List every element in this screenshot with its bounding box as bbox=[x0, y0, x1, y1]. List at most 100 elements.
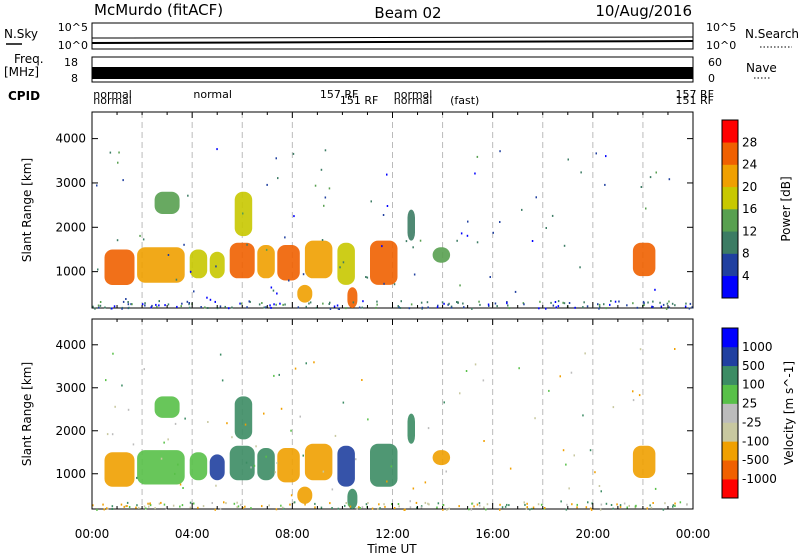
speckle bbox=[566, 503, 568, 506]
colorbar-swatch bbox=[722, 384, 738, 404]
speckle bbox=[244, 423, 247, 426]
noise-right-tick-bottom: 10^0 bbox=[706, 39, 736, 52]
speckle bbox=[122, 300, 125, 303]
speckle bbox=[428, 503, 430, 506]
speckle bbox=[342, 401, 345, 404]
speckle bbox=[121, 384, 123, 387]
speckle bbox=[107, 507, 109, 510]
speckle bbox=[531, 507, 533, 510]
data-region bbox=[277, 448, 300, 483]
speckle bbox=[568, 302, 571, 304]
speckle bbox=[665, 307, 668, 310]
speckle bbox=[583, 301, 585, 304]
speckle bbox=[147, 502, 149, 505]
speckle bbox=[379, 507, 381, 510]
speckle bbox=[465, 370, 468, 372]
speckle bbox=[315, 306, 318, 309]
speckle bbox=[106, 433, 109, 436]
speckle bbox=[255, 445, 257, 448]
speckle bbox=[342, 261, 345, 264]
speckle bbox=[409, 506, 412, 509]
nave-right-tick-bottom: 0 bbox=[708, 72, 715, 85]
colorbar-frame bbox=[721, 119, 739, 299]
speckle bbox=[144, 302, 146, 305]
data-region bbox=[407, 413, 415, 444]
station-title: McMurdo (fitACF) bbox=[94, 1, 223, 19]
speckle bbox=[275, 303, 277, 306]
speckle bbox=[111, 307, 113, 310]
speckle bbox=[479, 504, 481, 507]
speckle bbox=[97, 304, 100, 307]
speckle bbox=[214, 508, 216, 511]
speckle bbox=[163, 441, 165, 444]
speckle bbox=[403, 508, 405, 511]
speckle bbox=[283, 507, 285, 510]
colorbar-swatch bbox=[722, 275, 738, 299]
speckle bbox=[381, 245, 383, 248]
speckle bbox=[329, 307, 332, 310]
speckle bbox=[671, 302, 674, 305]
speckle bbox=[672, 505, 674, 508]
speckle bbox=[619, 505, 622, 508]
speckle bbox=[638, 394, 641, 397]
speckle bbox=[462, 302, 464, 305]
speckle bbox=[576, 506, 578, 509]
y-tick-label: 2000 bbox=[55, 220, 86, 234]
speckle bbox=[446, 508, 448, 511]
y-tick-label: 2000 bbox=[55, 424, 86, 438]
speckle bbox=[398, 505, 400, 508]
speckle bbox=[386, 173, 388, 176]
speckle bbox=[463, 306, 465, 309]
speckle bbox=[555, 306, 557, 309]
speckle bbox=[278, 373, 280, 376]
speckle bbox=[308, 302, 310, 305]
speckle bbox=[365, 503, 368, 506]
colorbar-swatch bbox=[722, 209, 738, 232]
speckle bbox=[122, 179, 124, 182]
speckle bbox=[244, 505, 246, 508]
speckle bbox=[686, 503, 688, 506]
speckle bbox=[579, 266, 581, 269]
speckle bbox=[160, 501, 162, 504]
speckle bbox=[175, 278, 178, 281]
speckle bbox=[386, 480, 388, 483]
speckle bbox=[226, 422, 228, 425]
data-region bbox=[189, 452, 208, 481]
speckle bbox=[138, 506, 140, 509]
speckle bbox=[333, 305, 336, 308]
speckle bbox=[654, 288, 656, 291]
speckle bbox=[142, 238, 145, 241]
speckle bbox=[99, 304, 102, 307]
speckle bbox=[239, 302, 241, 305]
data-region bbox=[209, 251, 225, 279]
speckle bbox=[424, 501, 427, 504]
speckle bbox=[437, 304, 439, 307]
speckle bbox=[92, 305, 94, 308]
speckle bbox=[123, 505, 125, 508]
speckle bbox=[506, 302, 508, 305]
speckle bbox=[486, 503, 489, 506]
speckle bbox=[506, 301, 508, 303]
speckle bbox=[167, 438, 169, 441]
cpid-row1-3: normal bbox=[394, 88, 433, 101]
speckle bbox=[263, 412, 265, 415]
speckle bbox=[610, 300, 612, 302]
speckle bbox=[436, 306, 439, 309]
speckle bbox=[111, 508, 113, 510]
speckle bbox=[382, 214, 385, 216]
speckle bbox=[314, 506, 316, 509]
speckle bbox=[302, 454, 304, 457]
y-axis-label: Slant Range [km] bbox=[20, 158, 34, 262]
colorbar-tick-label: 500 bbox=[742, 359, 765, 373]
speckle bbox=[219, 305, 222, 308]
speckle bbox=[499, 503, 501, 506]
speckle bbox=[537, 503, 540, 506]
speckle bbox=[589, 449, 592, 452]
freq-label-1: Freq. bbox=[14, 52, 44, 66]
speckle bbox=[349, 505, 352, 508]
speckle bbox=[240, 302, 243, 305]
speckle bbox=[526, 502, 528, 505]
speckle bbox=[415, 501, 418, 504]
data-region bbox=[432, 247, 451, 263]
speckle bbox=[662, 508, 665, 511]
